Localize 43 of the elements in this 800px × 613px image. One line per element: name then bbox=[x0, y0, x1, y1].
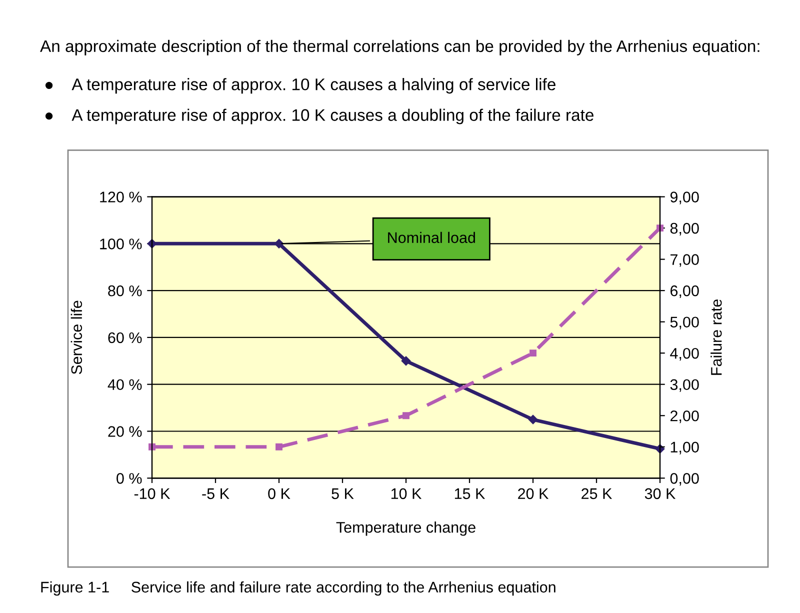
x-tick-label: 15 K bbox=[454, 488, 486, 500]
point bbox=[147, 239, 157, 248]
y2-tick-label: 0,00 bbox=[670, 473, 699, 486]
y-axis-title: Service life bbox=[70, 300, 82, 374]
chart-title: An approximate description of the thermal correlations can be provided by the Arrhenius equation: bbox=[40, 40, 760, 56]
y2-tick-label: 1,00 bbox=[670, 442, 699, 454]
point bbox=[274, 239, 284, 248]
y-tick-label: 100 % bbox=[100, 238, 142, 250]
point bbox=[402, 412, 410, 420]
text: ● A temperature rise of approx. 10 K causes a halving of service life bbox=[45, 78, 556, 94]
y2-axis-title: Failure rate bbox=[710, 299, 722, 375]
x-tick-label: 5 K bbox=[332, 488, 354, 500]
y2-tick-label: 8,00 bbox=[670, 222, 699, 236]
y2-tick-label: 9,00 bbox=[670, 192, 699, 204]
y-tick-label: 60 % bbox=[108, 332, 142, 344]
caption: Figure 1-1 Service life and failure rate according to the Arrhenius equation bbox=[41, 581, 556, 596]
y-tick-label: 0 % bbox=[116, 473, 142, 484]
annotation: Nominal load bbox=[388, 232, 475, 244]
point bbox=[656, 224, 664, 232]
x-tick-label: 0 K bbox=[268, 488, 290, 500]
y2-tick-label: 2,00 bbox=[670, 410, 699, 424]
x-tick-label: 10 K bbox=[391, 488, 422, 500]
x-tick-label: 30 K bbox=[644, 488, 676, 500]
x-tick-label: 25 K bbox=[582, 488, 612, 500]
x-tick-label: 20 K bbox=[518, 488, 549, 500]
point bbox=[528, 414, 538, 424]
y-tick-label: 20 % bbox=[108, 426, 142, 437]
y2-tick-label: 5,00 bbox=[670, 316, 699, 330]
y2-tick-label: 3,00 bbox=[670, 379, 699, 392]
y-tick-label: 120 % bbox=[100, 192, 142, 202]
x-tick-label: -10 K bbox=[134, 488, 170, 500]
point bbox=[530, 350, 536, 357]
point bbox=[148, 443, 156, 450]
point bbox=[276, 443, 282, 450]
x-tick-label: -5 K bbox=[202, 488, 230, 500]
point bbox=[401, 356, 411, 366]
x-axis-title: Temperature change bbox=[336, 522, 476, 536]
y-tick-label: 80 % bbox=[108, 285, 142, 296]
y2-tick-label: 7,00 bbox=[670, 254, 699, 267]
y2-tick-label: 6,00 bbox=[670, 285, 699, 298]
y2-tick-label: 4,00 bbox=[670, 348, 699, 361]
y-tick-label: 40 % bbox=[108, 379, 142, 390]
text: ● A temperature rise of approx. 10 K causes a doubling of the failure rate bbox=[45, 108, 594, 124]
